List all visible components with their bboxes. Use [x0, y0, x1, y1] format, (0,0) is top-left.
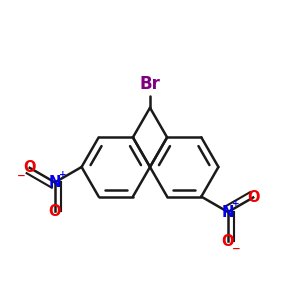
Text: Br: Br: [140, 75, 160, 93]
Text: O: O: [222, 234, 234, 249]
Text: O: O: [23, 160, 36, 175]
Text: −: −: [232, 244, 241, 254]
Text: +: +: [232, 199, 239, 208]
Text: O: O: [247, 190, 260, 205]
Text: N: N: [222, 205, 234, 220]
Text: N: N: [49, 175, 61, 190]
Text: +: +: [58, 170, 66, 179]
Text: O: O: [49, 204, 61, 219]
Text: −: −: [17, 171, 26, 181]
